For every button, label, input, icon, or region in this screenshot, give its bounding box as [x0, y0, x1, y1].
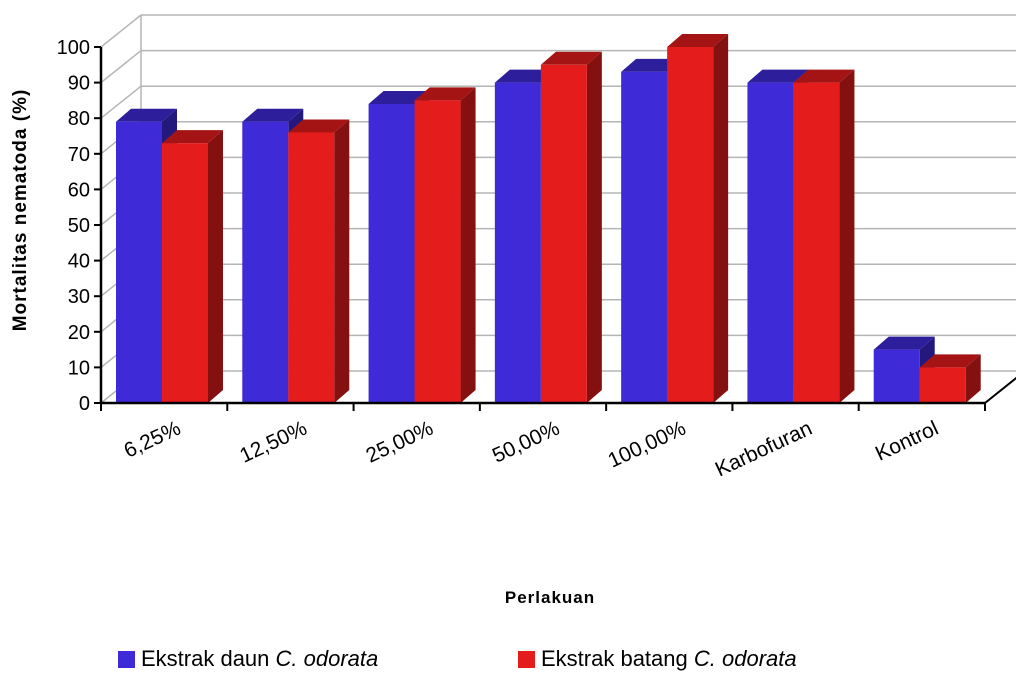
bar-batang-side	[586, 51, 602, 404]
legend: Ekstrak daun C. odorata Ekstrak batang C…	[0, 640, 1016, 680]
bar-batang-side	[334, 119, 350, 403]
y-tick-label: 100	[57, 37, 90, 59]
bar-daun	[368, 103, 415, 404]
bar-batang-top	[793, 69, 855, 83]
floor-edge	[984, 376, 1016, 404]
bar-batang	[162, 143, 208, 403]
y-tick-label: 50	[68, 215, 90, 237]
y-tick-label: 0	[79, 393, 90, 415]
y-tick-label: 90	[68, 73, 90, 95]
y-tick-label: 60	[68, 179, 90, 201]
legend-label-daun-prefix: Ekstrak daun	[141, 646, 270, 671]
x-tick-label: 50,00%	[489, 417, 563, 468]
bar-batang-top	[667, 34, 729, 47]
bar-daun-top	[747, 69, 809, 83]
bar-batang-side	[208, 130, 223, 403]
bar-daun-top	[368, 90, 430, 104]
x-tick-label: 100,00%	[605, 417, 690, 473]
bar-batang	[919, 367, 966, 403]
bar-daun-top	[494, 69, 556, 83]
y-tick-label: 40	[68, 251, 90, 273]
bar-batang-top	[162, 130, 223, 144]
legend-swatch-batang	[518, 650, 535, 668]
bar-batang	[667, 47, 714, 403]
bar-daun-top	[621, 58, 683, 72]
bar-batang-top	[540, 51, 602, 65]
bar-batang-top	[414, 87, 476, 101]
gridline-depth	[100, 14, 142, 48]
gridline-depth	[100, 85, 142, 119]
bar-daun	[494, 82, 541, 403]
x-tick-label: 12,50%	[236, 417, 310, 468]
x-tick-label: Karbofuran	[712, 417, 816, 482]
gridline-depth	[100, 50, 142, 84]
bar-daun-top	[242, 108, 304, 122]
y-tick-label: 10	[68, 357, 90, 379]
legend-label-batang-species: C. odorata	[693, 646, 797, 671]
bar-batang-top	[919, 354, 981, 368]
bar-batang-side	[460, 87, 476, 404]
bar-daun	[873, 349, 920, 403]
y-axis-label: Mortalitas nematoda (%)	[10, 89, 31, 332]
bar-batang	[414, 100, 461, 404]
bar-daun	[747, 82, 794, 403]
bar-daun-top	[873, 336, 935, 350]
bar-daun	[116, 121, 162, 403]
legend-item-daun: Ekstrak daun C. odorata	[118, 646, 378, 672]
bar-daun-top	[116, 108, 177, 122]
legend-swatch-daun	[118, 650, 135, 668]
y-tick-label: 30	[68, 286, 90, 308]
x-tick-label: 6,25%	[121, 417, 185, 463]
bar-batang	[540, 64, 587, 404]
bar-batang	[793, 82, 840, 403]
x-tick-label: 25,00%	[363, 417, 437, 468]
bar-batang-side	[965, 354, 981, 403]
bar-batang-side	[839, 69, 855, 403]
bar-daun	[242, 121, 289, 403]
legend-label-daun-species: C. odorata	[275, 646, 379, 671]
legend-item-batang: Ekstrak batang C. odorata	[518, 646, 797, 672]
bar-batang	[288, 132, 335, 403]
legend-label-batang-prefix: Ekstrak batang	[541, 646, 688, 671]
bar-daun	[621, 71, 668, 404]
y-tick-label: 20	[68, 322, 90, 344]
bar-batang-side	[713, 34, 729, 403]
x-tick-label: Kontrol	[872, 417, 942, 466]
y-tick-label: 70	[68, 144, 90, 166]
y-tick-label: 80	[68, 108, 90, 130]
x-axis-label: Perlakuan	[505, 588, 595, 607]
bar-batang-top	[288, 119, 350, 133]
